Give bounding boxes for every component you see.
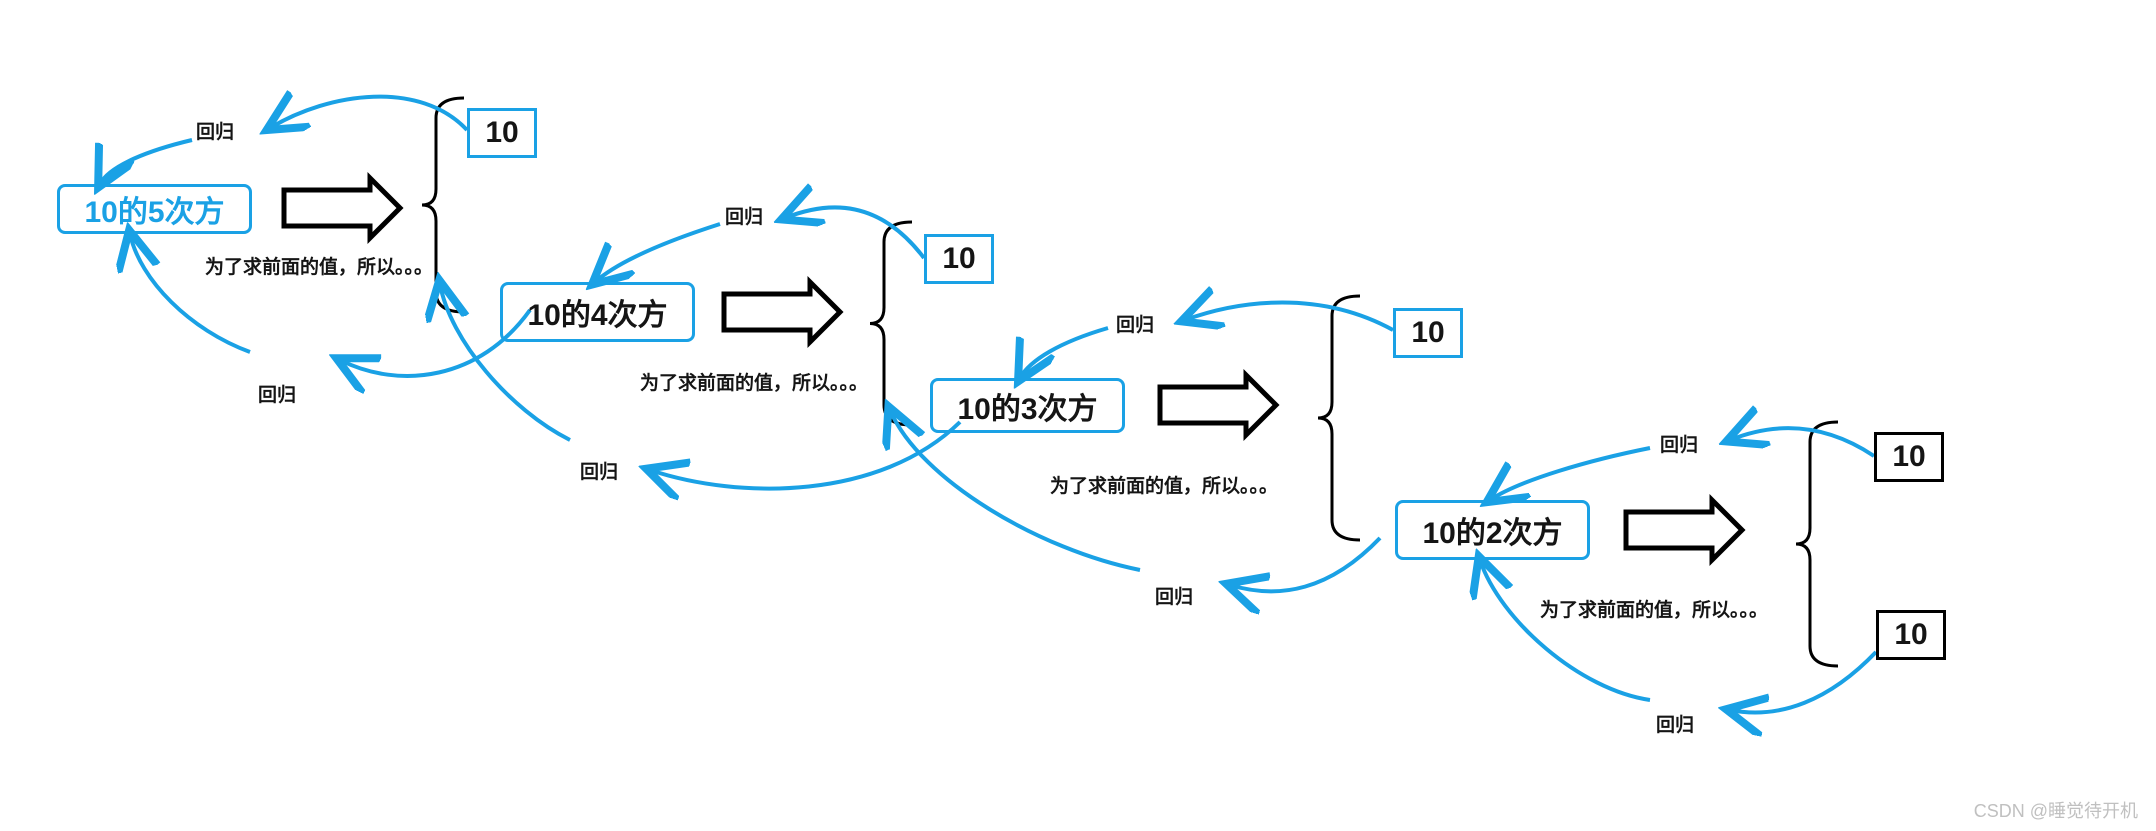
step-0-below-label: 为了求前面的值，所以。。。	[205, 252, 433, 279]
step-3-value2-box: 10	[1876, 610, 1946, 660]
step-0-value-box: 10	[467, 108, 537, 158]
step-2-below-label: 为了求前面的值，所以。。。	[1050, 471, 1278, 498]
step-2-value-box: 10	[1393, 308, 1463, 358]
step-3-value-box: 10	[1874, 432, 1944, 482]
step-2-main-box: 10的3次方	[930, 378, 1125, 433]
step-0-return-bottom-label: 回归	[258, 380, 296, 407]
step-1-below-label: 为了求前面的值，所以。。。	[640, 368, 868, 395]
step-2-return-top-label: 回归	[1116, 310, 1154, 337]
step-1-value-box: 10	[924, 234, 994, 284]
step-3-return-bottom-label: 回归	[1656, 710, 1694, 737]
step-1-return-bottom-label: 回归	[580, 457, 618, 484]
step-0-main-box: 10的5次方	[57, 184, 252, 234]
step-3-main-box: 10的2次方	[1395, 500, 1590, 560]
watermark: CSDN @睡觉待开机	[1974, 797, 2138, 823]
step-0-return-top-label: 回归	[196, 117, 234, 144]
step-3-return-top-label: 回归	[1660, 430, 1698, 457]
step-1-return-top-label: 回归	[725, 202, 763, 229]
step-2-return-bottom-label: 回归	[1155, 582, 1193, 609]
step-3-below-label: 为了求前面的值，所以。。。	[1540, 595, 1768, 622]
step-1-main-box: 10的4次方	[500, 282, 695, 342]
